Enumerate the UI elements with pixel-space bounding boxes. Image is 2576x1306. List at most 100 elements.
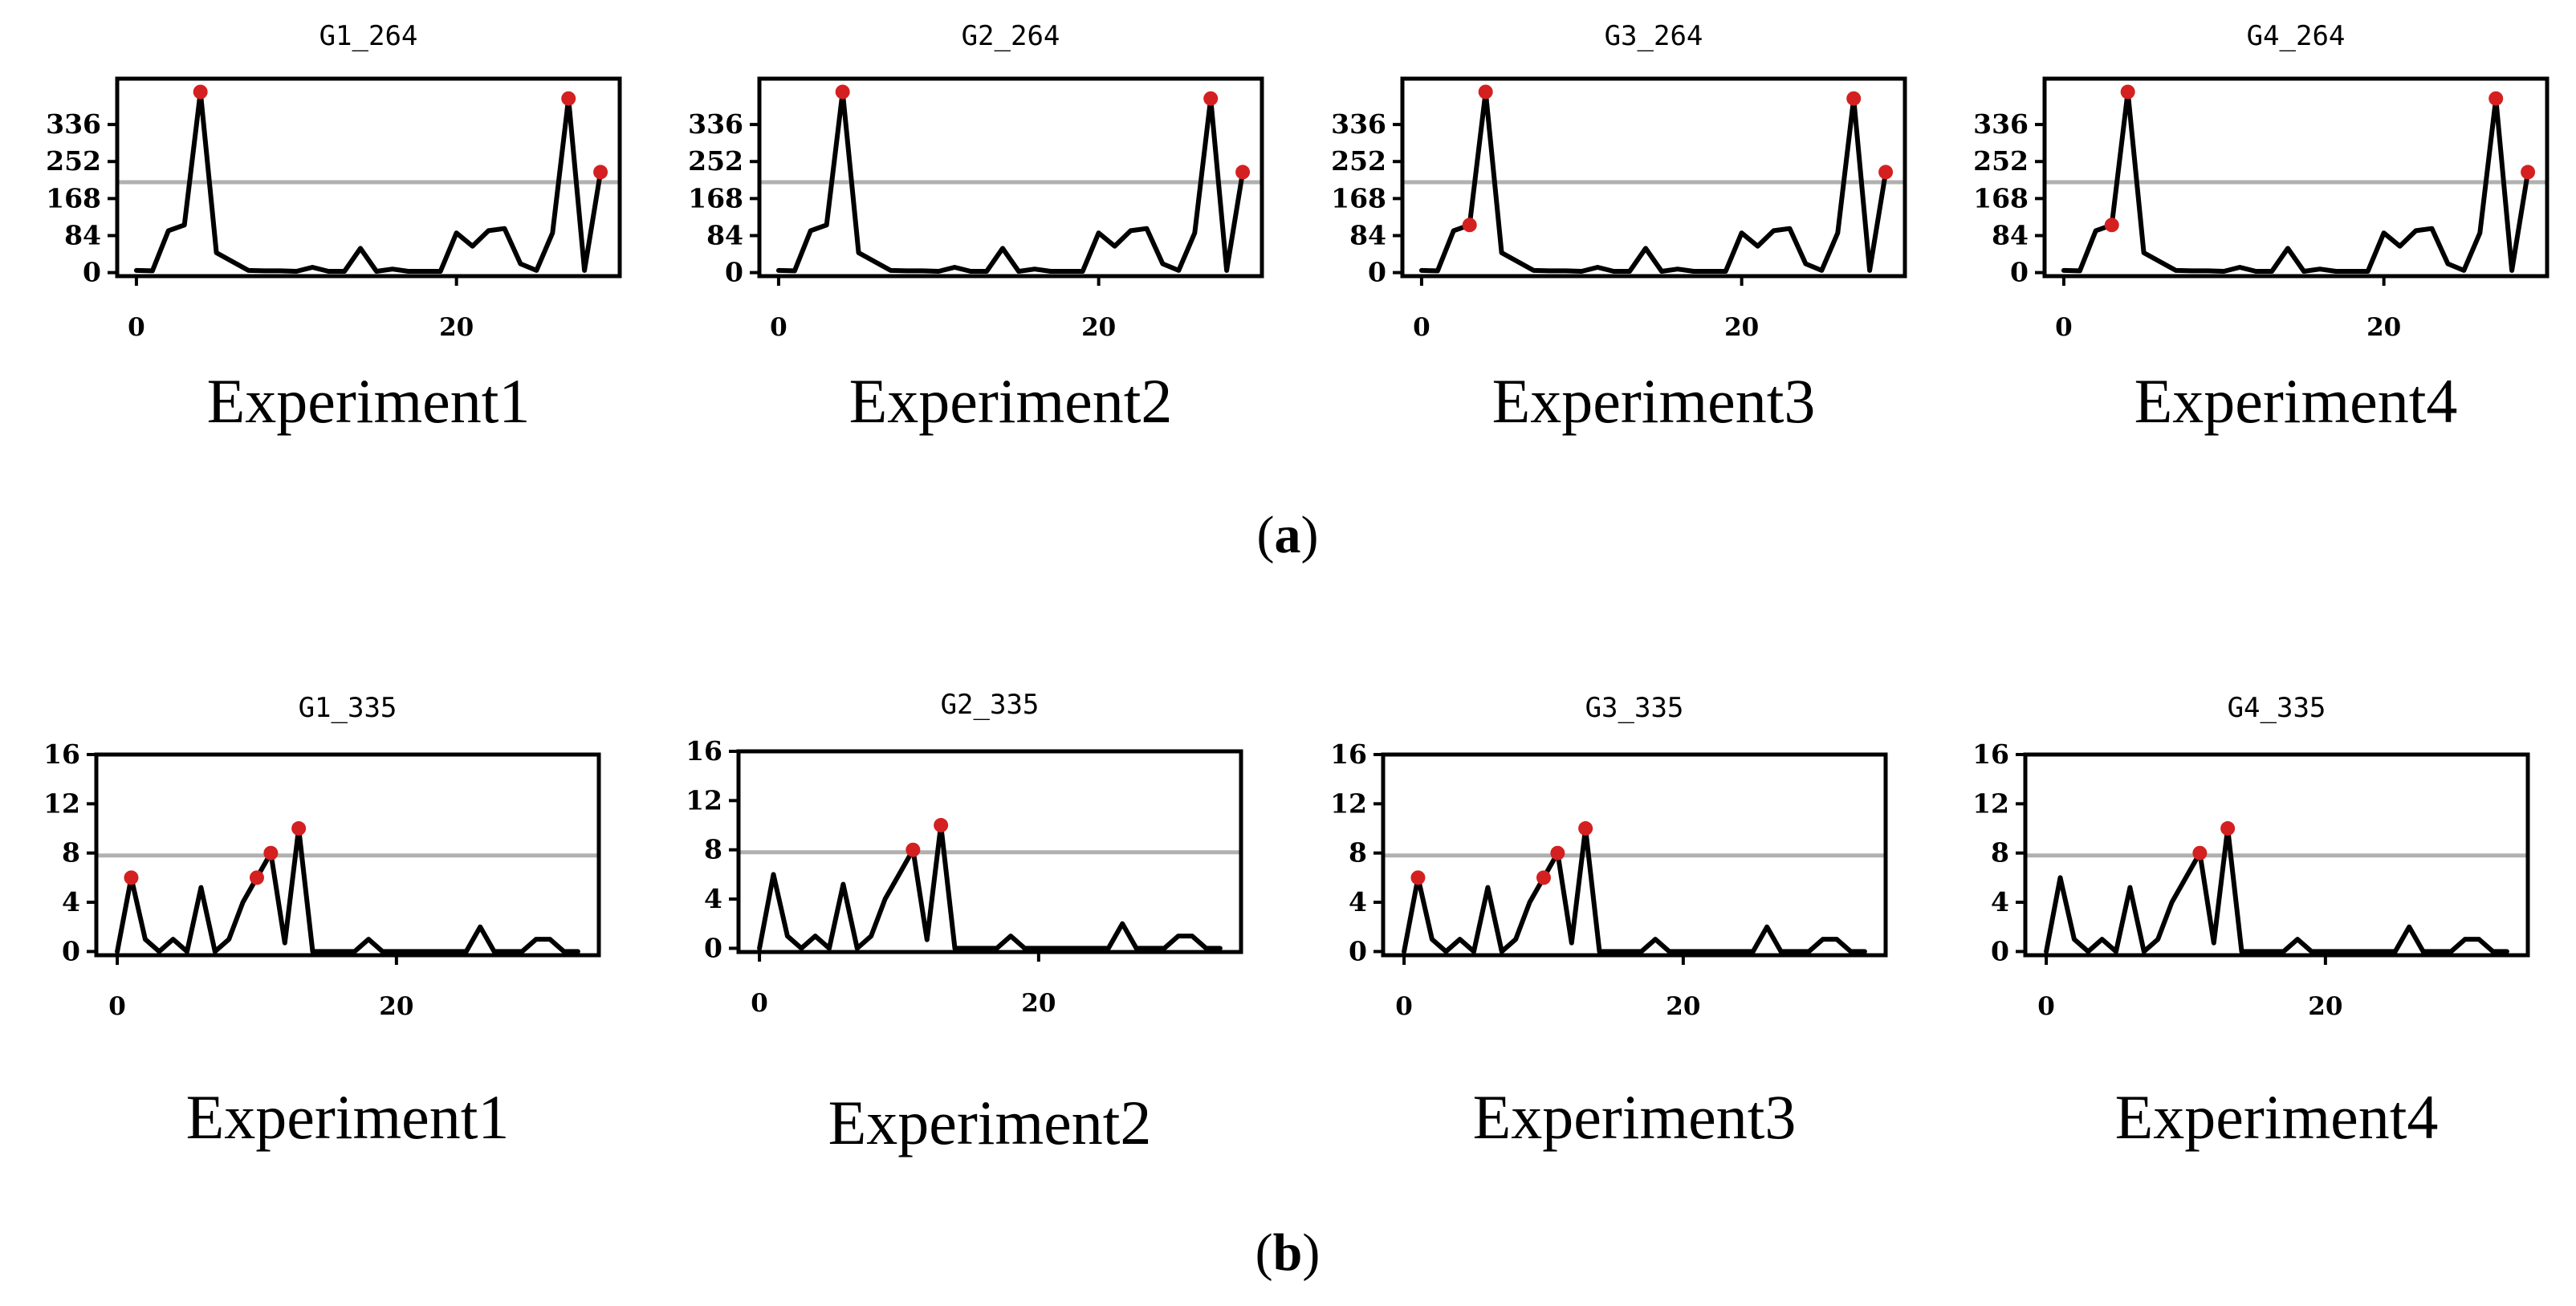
- peak-marker: [2489, 91, 2504, 106]
- experiment-label: Experiment3: [1473, 1082, 1797, 1152]
- experiment-label: Experiment2: [849, 366, 1173, 436]
- axes-frame: [736, 749, 1243, 954]
- x-tick-label: 20: [439, 313, 474, 342]
- chart-panel-3: G3_264 0 84 168 252 336 0 20 Experiment3: [1331, 20, 1907, 436]
- subfigure-label-b: (b): [1255, 1223, 1321, 1282]
- x-tick-label: 20: [2308, 992, 2342, 1021]
- peak-marker: [1878, 165, 1894, 180]
- panel-title: G2_264: [962, 20, 1060, 52]
- x-tick-label: 20: [1666, 992, 1700, 1021]
- y-tick-label: 0: [2010, 257, 2029, 288]
- axes-frame: [1400, 76, 1907, 279]
- y-tick-label: 252: [1331, 145, 1386, 177]
- x-tick-label: 0: [751, 989, 768, 1018]
- peak-marker: [593, 165, 608, 180]
- axes-frame: [1381, 752, 1888, 958]
- y-tick-label: 16: [686, 735, 722, 767]
- y-tick-label: 4: [1349, 886, 1367, 917]
- experiment-label: Experiment3: [1492, 366, 1816, 436]
- axes-frame: [2023, 752, 2530, 958]
- axes-frame: [2042, 76, 2550, 279]
- peak-marker: [1550, 845, 1565, 860]
- x-tick-label: 0: [770, 313, 787, 342]
- x-tick-label: 20: [379, 992, 413, 1021]
- y-tick-label: 8: [704, 834, 722, 865]
- peak-marker: [193, 84, 208, 100]
- panel-title: G1_335: [299, 692, 397, 724]
- y-tick-label: 4: [62, 886, 80, 917]
- experiment-label: Experiment2: [828, 1088, 1152, 1157]
- y-tick-label: 168: [688, 182, 743, 214]
- peak-marker: [124, 870, 139, 885]
- y-tick-label: 252: [46, 145, 101, 177]
- x-tick-label: 0: [1413, 313, 1430, 342]
- peak-marker: [1536, 870, 1551, 885]
- y-tick-label: 0: [62, 935, 80, 966]
- x-tick-label: 20: [1081, 313, 1116, 342]
- series-line: [115, 826, 580, 954]
- y-tick-label: 16: [1330, 738, 1367, 770]
- y-tick-label: 16: [43, 738, 80, 770]
- y-tick-label: 84: [1992, 219, 2029, 250]
- y-tick-label: 0: [1991, 935, 2009, 966]
- y-tick-label: 336: [1331, 108, 1386, 140]
- experiment-label: Experiment1: [186, 1082, 510, 1152]
- chart-panel-2: G2_264 0 84 168 252 336 0 20 Experiment2: [688, 20, 1264, 436]
- panel-title: G4_335: [2228, 692, 2326, 724]
- peak-marker: [1203, 91, 1219, 106]
- experiment-label: Experiment4: [2134, 366, 2458, 436]
- experiment-label: Experiment1: [207, 366, 531, 436]
- peak-marker: [1846, 91, 1862, 106]
- chart-panel-8: G4_335 0 4 8 12 16 0 20 Experiment4: [1972, 692, 2530, 1152]
- y-tick-label: 12: [686, 784, 722, 816]
- series-line: [1402, 826, 1867, 954]
- peak-marker: [249, 870, 264, 885]
- x-tick-label: 0: [108, 992, 126, 1021]
- x-tick-label: 0: [2037, 992, 2055, 1021]
- axes-frame: [94, 752, 601, 958]
- y-tick-label: 84: [1349, 219, 1386, 250]
- peak-marker: [291, 821, 307, 836]
- panel-title: G4_264: [2247, 20, 2346, 52]
- chart-panel-5: G1_335 0 4 8 12 16 0 20 Experiment1: [43, 692, 601, 1152]
- y-tick-label: 0: [1349, 935, 1367, 966]
- panel-title: G3_335: [1585, 692, 1684, 724]
- peak-marker: [1478, 84, 1493, 100]
- y-tick-label: 8: [1349, 837, 1367, 869]
- x-tick-label: 0: [128, 313, 145, 342]
- panel-title: G2_335: [941, 689, 1040, 721]
- peak-marker: [1462, 218, 1477, 233]
- series-line: [2061, 89, 2531, 274]
- peak-marker: [2220, 821, 2236, 836]
- peak-marker: [263, 845, 279, 860]
- y-tick-label: 12: [1330, 787, 1367, 819]
- subfigure-label-a-letter: a: [1275, 506, 1301, 564]
- y-tick-label: 8: [1991, 837, 2009, 869]
- chart-panel-7: G3_335 0 4 8 12 16 0 20 Experiment3: [1330, 692, 1888, 1152]
- y-tick-label: 4: [1991, 886, 2009, 917]
- y-tick-label: 0: [725, 257, 743, 288]
- y-tick-label: 336: [46, 108, 101, 140]
- x-tick-label: 0: [1395, 992, 1413, 1021]
- y-tick-label: 252: [688, 145, 743, 177]
- y-tick-label: 0: [83, 257, 101, 288]
- y-tick-label: 4: [704, 883, 722, 914]
- y-tick-label: 0: [1368, 257, 1386, 288]
- series-line: [775, 89, 1246, 274]
- peak-marker: [2192, 845, 2208, 860]
- y-tick-label: 168: [1973, 182, 2029, 214]
- y-tick-label: 12: [43, 787, 80, 819]
- panel-title: G1_264: [319, 20, 418, 52]
- peak-marker: [2521, 165, 2536, 180]
- series-line: [757, 823, 1223, 951]
- subfigure-label-a: (a): [1257, 506, 1319, 564]
- y-tick-label: 16: [1972, 738, 2009, 770]
- chart-panel-6: G2_335 0 4 8 12 16 0 20 Experiment2: [686, 689, 1243, 1157]
- peak-marker: [835, 84, 850, 100]
- y-tick-label: 168: [46, 182, 101, 214]
- y-tick-label: 336: [688, 108, 743, 140]
- experiment-label: Experiment4: [2115, 1082, 2439, 1152]
- subfigure-label-b-letter: b: [1273, 1223, 1303, 1282]
